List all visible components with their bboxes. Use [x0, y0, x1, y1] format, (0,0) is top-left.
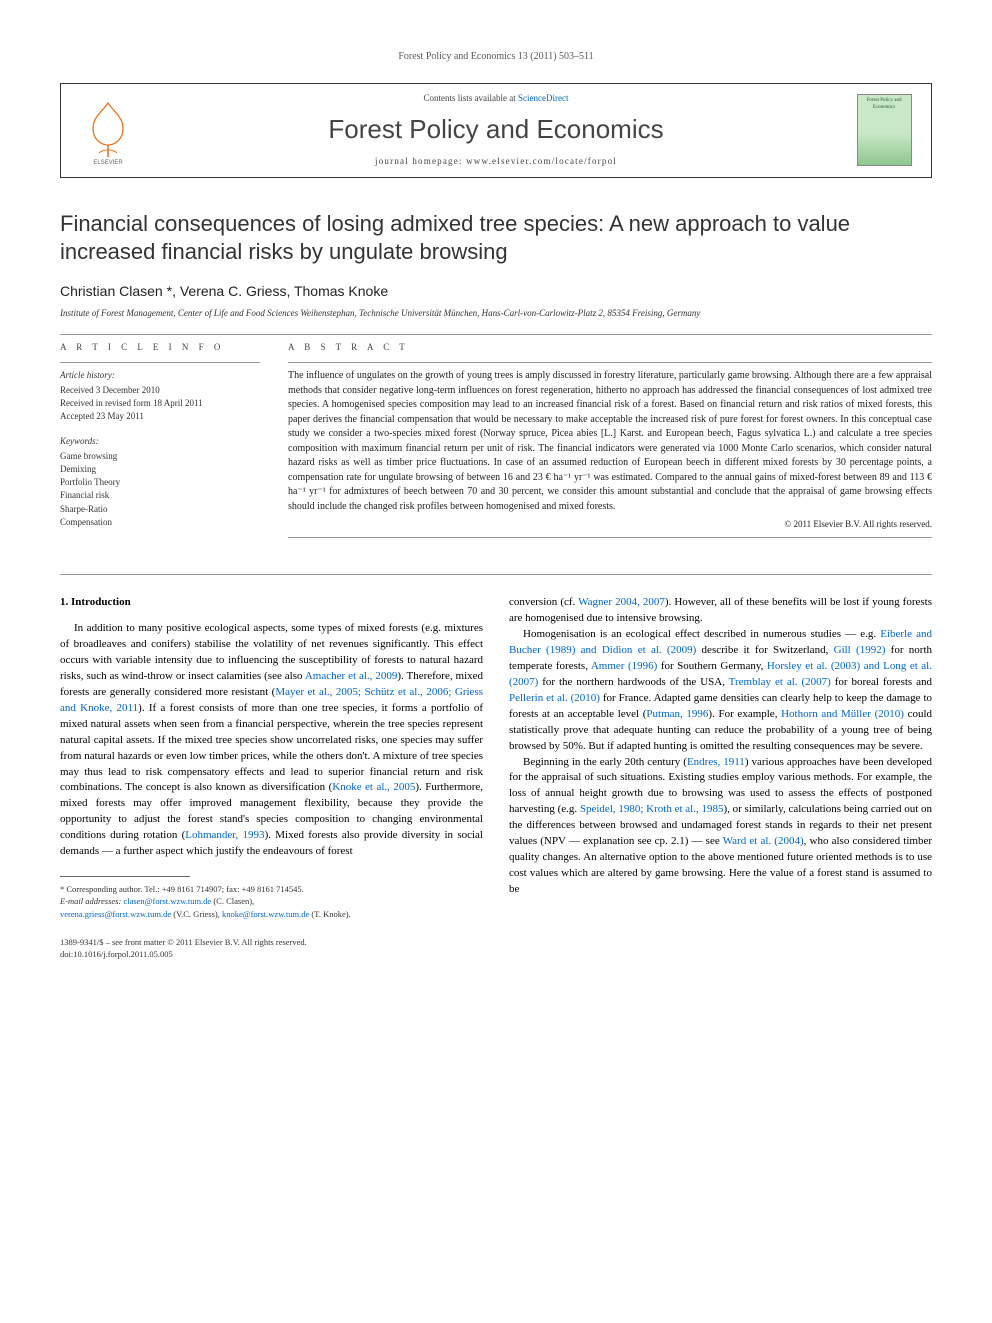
email-who: (V.C. Griess), — [171, 909, 222, 919]
citation-link[interactable]: Amacher et al., 2009 — [305, 670, 398, 682]
abstract-column: A B S T R A C T The influence of ungulat… — [288, 341, 932, 544]
page-bottom-info: 1389-9341/$ – see front matter © 2011 El… — [60, 936, 483, 961]
sciencedirect-link[interactable]: ScienceDirect — [518, 93, 568, 103]
text-run: for boreal forests and — [831, 676, 932, 688]
abstract-label: A B S T R A C T — [288, 341, 932, 354]
divider — [60, 334, 932, 335]
abstract-text: The influence of ungulates on the growth… — [288, 369, 932, 514]
email-who: (T. Knoke). — [309, 909, 350, 919]
keyword: Demixing — [60, 463, 260, 476]
author-1: Christian Clasen — [60, 283, 163, 299]
publisher-logo: ELSEVIER — [73, 95, 143, 165]
text-run: ). If a forest consists of more than one… — [60, 702, 483, 794]
journal-reference: Forest Policy and Economics 13 (2011) 50… — [60, 50, 932, 65]
text-run: for the northern hardwoods of the USA, — [538, 676, 728, 688]
divider — [288, 362, 932, 363]
citation-link[interactable]: Ward et al. (2004) — [723, 835, 804, 847]
journal-header: ELSEVIER Contents lists available at Sci… — [60, 83, 932, 178]
citation-link[interactable]: Hothorn and Müller (2010) — [781, 708, 904, 720]
front-matter-line: 1389-9341/$ – see front matter © 2011 El… — [60, 936, 483, 948]
abstract-copyright: © 2011 Elsevier B.V. All rights reserved… — [288, 518, 932, 531]
keywords-list: Game browsing Demixing Portfolio Theory … — [60, 450, 260, 528]
authors-rest: , Verena C. Griess, Thomas Knoke — [172, 283, 388, 299]
citation-link[interactable]: Wagner 2004, 2007 — [578, 596, 665, 608]
text-run: ). For example, — [708, 708, 781, 720]
journal-homepage: journal homepage: www.elsevier.com/locat… — [143, 155, 849, 168]
email-link[interactable]: knoke@forst.wzw.tum.de — [222, 909, 309, 919]
body-paragraph: conversion (cf. Wagner 2004, 2007). Howe… — [509, 595, 932, 627]
section-heading: 1. Introduction — [60, 595, 483, 611]
text-run: Homogenisation is an ecological effect d… — [523, 628, 880, 640]
keywords-label: Keywords: — [60, 435, 260, 448]
elsevier-logo-icon: ELSEVIER — [81, 95, 136, 165]
body-column-left: 1. Introduction In addition to many posi… — [60, 595, 483, 961]
journal-cover-thumbnail: Forest Policy and Economics — [849, 94, 919, 166]
article-title: Financial consequences of losing admixed… — [60, 210, 932, 267]
footnotes: * Corresponding author. Tel.: +49 8161 7… — [60, 883, 483, 920]
article-info-column: A R T I C L E I N F O Article history: R… — [60, 341, 260, 544]
doi-line: doi:10.1016/j.forpol.2011.05.005 — [60, 948, 483, 960]
text-run: for Southern Germany, — [657, 660, 767, 672]
body-columns: 1. Introduction In addition to many posi… — [60, 595, 932, 961]
keyword: Compensation — [60, 516, 260, 529]
body-paragraph: Beginning in the early 20th century (End… — [509, 755, 932, 898]
keyword: Game browsing — [60, 450, 260, 463]
cover-image-icon: Forest Policy and Economics — [857, 94, 912, 166]
journal-title: Forest Policy and Economics — [143, 111, 849, 149]
text-run: describe it for Switzerland, — [696, 644, 833, 656]
divider — [288, 537, 932, 538]
citation-link[interactable]: Tremblay et al. (2007) — [729, 676, 831, 688]
citation-link[interactable]: Lohmander, 1993 — [185, 829, 264, 841]
citation-link[interactable]: Putman, 1996 — [646, 708, 708, 720]
authors-line: Christian Clasen *, Verena C. Griess, Th… — [60, 281, 932, 301]
divider — [60, 574, 932, 575]
accepted-date: Accepted 23 May 2011 — [60, 410, 260, 423]
article-history-label: Article history: — [60, 369, 260, 382]
citation-link[interactable]: Endres, 1911 — [687, 756, 745, 768]
received-date: Received 3 December 2010 — [60, 384, 260, 397]
email-line: verena.griess@forst.wzw.tum.de (V.C. Gri… — [60, 908, 483, 920]
revised-date: Received in revised form 18 April 2011 — [60, 397, 260, 410]
citation-link[interactable]: Speidel, 1980; Kroth et al., 1985 — [580, 803, 724, 815]
footnote-separator — [60, 876, 190, 877]
body-paragraph: In addition to many positive ecological … — [60, 621, 483, 860]
body-column-right: conversion (cf. Wagner 2004, 2007). Howe… — [509, 595, 932, 961]
divider — [60, 362, 260, 363]
contents-available-line: Contents lists available at ScienceDirec… — [143, 92, 849, 105]
citation-link[interactable]: Gill (1992) — [834, 644, 886, 656]
email-link[interactable]: verena.griess@forst.wzw.tum.de — [60, 909, 171, 919]
keyword: Sharpe-Ratio — [60, 503, 260, 516]
text-run: Beginning in the early 20th century ( — [523, 756, 687, 768]
affiliation: Institute of Forest Management, Center o… — [60, 307, 932, 320]
contents-prefix: Contents lists available at — [424, 93, 518, 103]
email-label: E-mail addresses: — [60, 896, 123, 906]
citation-link[interactable]: Knoke et al., 2005 — [332, 781, 415, 793]
citation-link[interactable]: Pellerin et al. (2010) — [509, 692, 600, 704]
body-paragraph: Homogenisation is an ecological effect d… — [509, 627, 932, 755]
email-link[interactable]: clasen@forst.wzw.tum.de — [123, 896, 211, 906]
email-who: (C. Clasen), — [211, 896, 254, 906]
svg-text:ELSEVIER: ELSEVIER — [93, 160, 123, 165]
corresponding-author-note: * Corresponding author. Tel.: +49 8161 7… — [60, 883, 483, 895]
text-run: conversion (cf. — [509, 596, 578, 608]
citation-link[interactable]: Ammer (1996) — [591, 660, 657, 672]
keyword: Financial risk — [60, 489, 260, 502]
article-info-label: A R T I C L E I N F O — [60, 341, 260, 354]
keyword: Portfolio Theory — [60, 476, 260, 489]
email-line: E-mail addresses: clasen@forst.wzw.tum.d… — [60, 895, 483, 907]
